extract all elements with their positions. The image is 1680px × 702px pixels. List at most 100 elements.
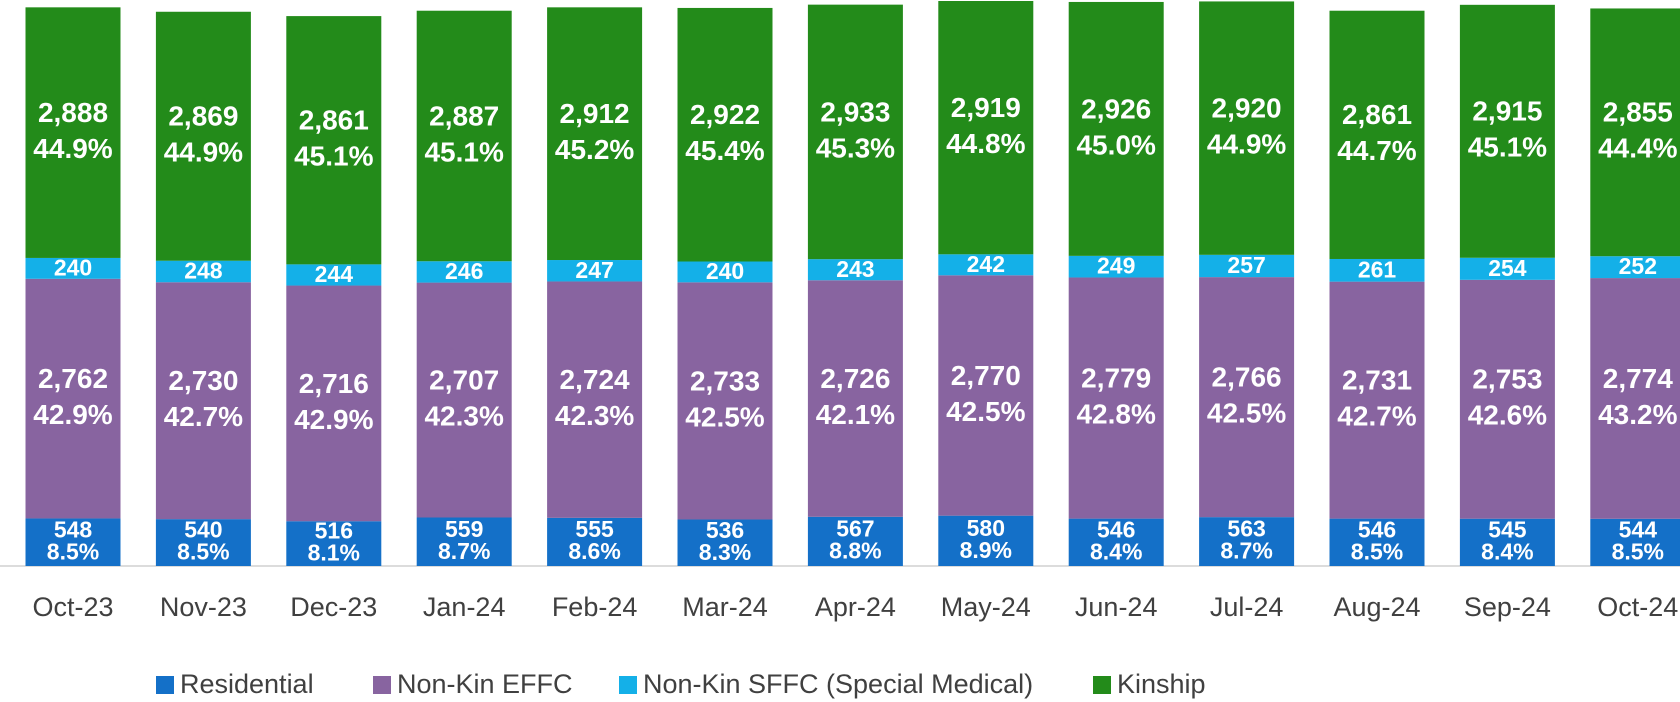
bar-segment bbox=[25, 7, 121, 258]
value-label: 2,730 bbox=[168, 365, 238, 396]
share-label: 44.9% bbox=[164, 137, 243, 168]
share-label: 42.5% bbox=[1207, 398, 1286, 429]
bar-segment bbox=[1459, 279, 1555, 519]
bar-segment bbox=[1590, 278, 1680, 519]
value-label: 2,716 bbox=[299, 368, 369, 399]
bar-segment bbox=[938, 254, 1034, 276]
x-tick-label: Dec-23 bbox=[290, 592, 377, 622]
bar-segment bbox=[286, 16, 382, 265]
bar-segment bbox=[155, 260, 251, 283]
value-label: 2,888 bbox=[38, 97, 108, 128]
share-label: 45.4% bbox=[685, 135, 764, 166]
bar-segment bbox=[286, 285, 382, 522]
share-label: 8.6% bbox=[568, 538, 620, 564]
value-label: 243 bbox=[836, 256, 874, 282]
value-label: 2,731 bbox=[1342, 365, 1412, 396]
share-label: 45.1% bbox=[1468, 132, 1547, 163]
legend-swatch bbox=[156, 676, 174, 694]
share-label: 42.5% bbox=[946, 396, 1025, 427]
share-label: 45.3% bbox=[816, 132, 895, 163]
value-label: 555 bbox=[575, 516, 614, 542]
share-label: 8.9% bbox=[960, 537, 1012, 563]
value-label: 252 bbox=[1619, 253, 1657, 279]
share-label: 45.0% bbox=[1076, 129, 1155, 160]
share-label: 8.3% bbox=[699, 539, 751, 565]
x-tick-label: Jan-24 bbox=[423, 592, 506, 622]
share-label: 8.5% bbox=[1612, 538, 1664, 564]
value-label: 548 bbox=[54, 516, 93, 542]
bar-segment bbox=[25, 518, 121, 566]
value-label: 246 bbox=[445, 258, 483, 284]
share-label: 42.3% bbox=[424, 400, 503, 431]
bar-segment bbox=[938, 275, 1034, 516]
value-label: 536 bbox=[706, 517, 744, 543]
share-label: 44.8% bbox=[946, 128, 1025, 159]
bar-segment bbox=[1590, 8, 1680, 257]
share-label: 44.4% bbox=[1598, 133, 1677, 164]
share-label: 42.7% bbox=[1337, 401, 1416, 432]
value-label: 2,887 bbox=[429, 100, 499, 131]
value-label: 2,779 bbox=[1081, 362, 1151, 393]
bar-segment bbox=[1199, 1, 1295, 255]
value-label: 545 bbox=[1488, 516, 1527, 542]
value-label: 2,724 bbox=[560, 364, 630, 395]
bar-segment bbox=[1329, 258, 1425, 282]
share-label: 42.5% bbox=[685, 401, 764, 432]
share-label: 8.8% bbox=[829, 537, 881, 563]
value-label: 244 bbox=[315, 261, 354, 287]
value-label: 2,855 bbox=[1603, 97, 1673, 128]
bar-segment bbox=[286, 264, 382, 286]
x-tick-label: Oct-23 bbox=[32, 592, 113, 622]
x-tick-label: Jun-24 bbox=[1075, 592, 1158, 622]
bar-segment bbox=[25, 257, 121, 279]
share-label: 8.7% bbox=[1220, 538, 1272, 564]
value-label: 248 bbox=[184, 258, 223, 284]
legend-swatch bbox=[373, 676, 391, 694]
share-label: 42.9% bbox=[294, 404, 373, 435]
value-label: 559 bbox=[445, 516, 483, 542]
x-tick-label: Nov-23 bbox=[160, 592, 247, 622]
bar-segment bbox=[547, 517, 643, 566]
value-label: 242 bbox=[967, 251, 1005, 277]
value-label: 2,774 bbox=[1603, 363, 1673, 394]
x-tick-label: May-24 bbox=[941, 592, 1031, 622]
bar-segment bbox=[1068, 277, 1164, 519]
bar-segment bbox=[1590, 518, 1680, 566]
bar-segment bbox=[25, 278, 121, 519]
value-label: 2,861 bbox=[1342, 99, 1412, 130]
legend-label: Residential bbox=[180, 669, 314, 699]
bar-segment bbox=[1199, 254, 1295, 278]
bar-segment bbox=[416, 10, 512, 262]
x-tick-label: Feb-24 bbox=[552, 592, 638, 622]
share-label: 42.7% bbox=[164, 401, 243, 432]
bar-segment bbox=[1459, 4, 1555, 258]
value-label: 2,707 bbox=[429, 364, 499, 395]
value-label: 567 bbox=[836, 515, 874, 541]
value-label: 2,726 bbox=[820, 363, 890, 394]
bar-segment bbox=[677, 7, 773, 262]
bar-segment bbox=[1329, 10, 1425, 259]
bar-segment bbox=[155, 11, 251, 261]
x-tick-label: Sep-24 bbox=[1464, 592, 1551, 622]
value-label: 2,733 bbox=[690, 365, 760, 396]
bar-segment bbox=[155, 519, 251, 566]
x-tick-label: Aug-24 bbox=[1333, 592, 1420, 622]
value-label: 257 bbox=[1227, 252, 1265, 278]
bar-segment bbox=[1459, 257, 1555, 280]
value-label: 2,762 bbox=[38, 363, 108, 394]
value-label: 249 bbox=[1097, 253, 1135, 279]
share-label: 45.1% bbox=[294, 141, 373, 172]
value-label: 2,770 bbox=[951, 360, 1021, 391]
bar-segment bbox=[938, 515, 1034, 566]
value-label: 2,912 bbox=[560, 98, 630, 129]
bar-segment bbox=[677, 261, 773, 283]
value-label: 240 bbox=[54, 254, 92, 280]
bar-segment bbox=[547, 260, 643, 282]
bar-segment bbox=[1068, 255, 1164, 278]
share-label: 8.4% bbox=[1481, 538, 1533, 564]
value-label: 2,753 bbox=[1472, 364, 1542, 395]
x-tick-label: Mar-24 bbox=[682, 592, 768, 622]
share-label: 8.5% bbox=[47, 538, 99, 564]
share-label: 42.9% bbox=[33, 399, 112, 430]
